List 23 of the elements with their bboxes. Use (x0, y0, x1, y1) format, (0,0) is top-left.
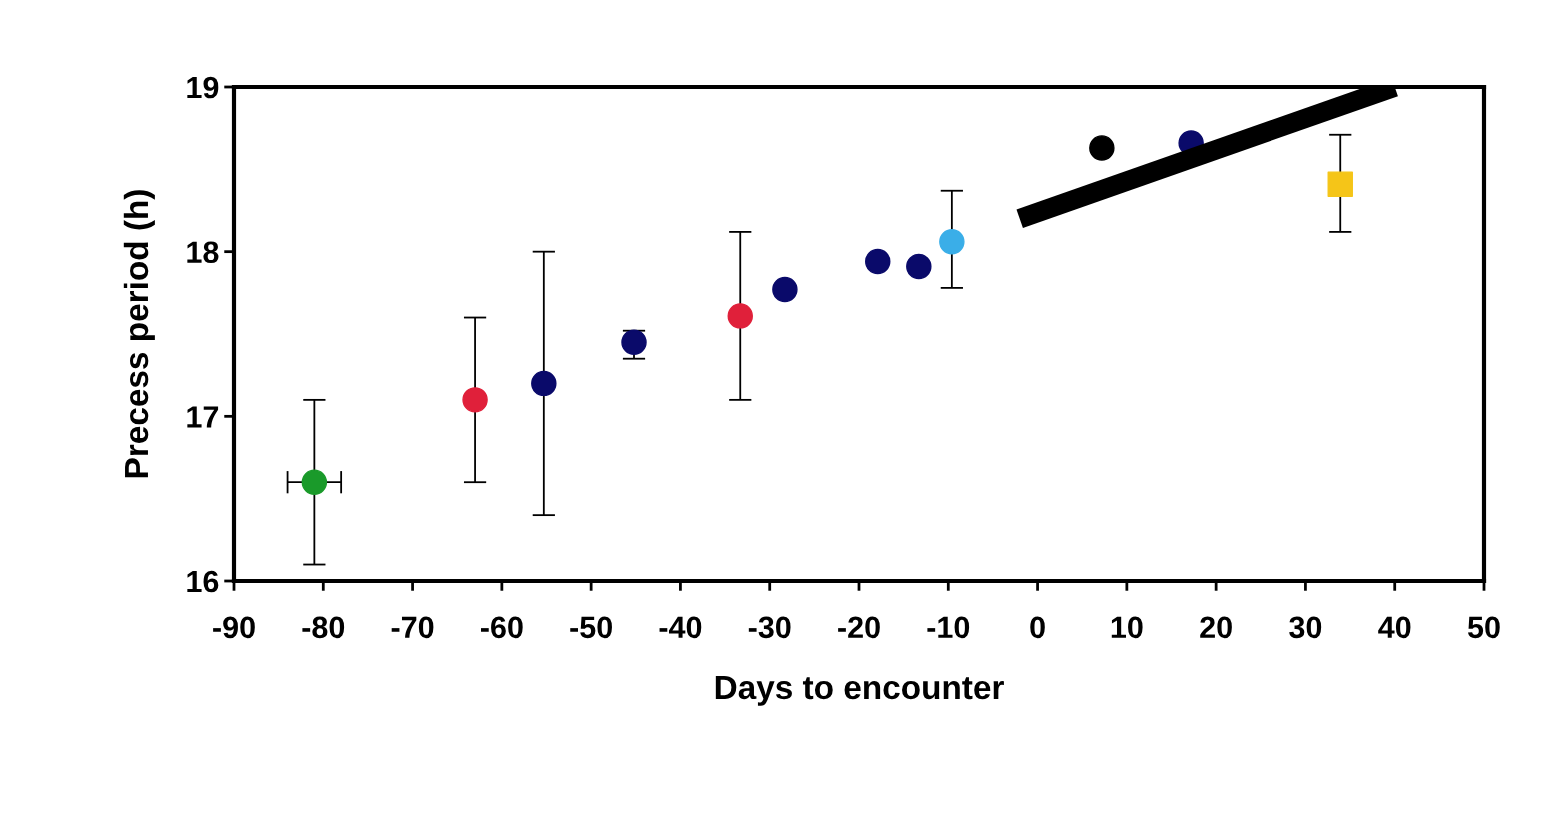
x-tick-label: -40 (659, 616, 702, 639)
y-tick-label: 18 (187, 241, 219, 264)
x-tick-label: 20 (1200, 616, 1232, 639)
y-axis-title: Precess period (h) (123, 190, 155, 478)
x-tick-label: -30 (748, 616, 791, 639)
point (621, 329, 647, 355)
x-tick-label: 0 (1030, 616, 1045, 639)
x-tick-label: -90 (213, 616, 255, 639)
x-tick-label: -50 (570, 616, 612, 639)
x-tick-label: 30 (1289, 616, 1322, 639)
x-tick-label: 50 (1467, 616, 1500, 639)
x-tick-label: -60 (480, 616, 523, 639)
y-tick-label: 19 (187, 76, 219, 99)
x-tick-label: -10 (927, 616, 970, 639)
x-tick-label: -70 (391, 616, 434, 639)
point (1327, 171, 1353, 197)
x-tick-label: 10 (1111, 616, 1143, 639)
x-axis-title: Days to encounter (715, 675, 1004, 706)
x-tick-label: -80 (302, 616, 345, 639)
y-tick-label: 17 (187, 406, 219, 428)
y-tick-label: 16 (187, 570, 219, 593)
x-tick-label: 40 (1378, 616, 1411, 639)
x-tick-label: -20 (838, 616, 880, 639)
